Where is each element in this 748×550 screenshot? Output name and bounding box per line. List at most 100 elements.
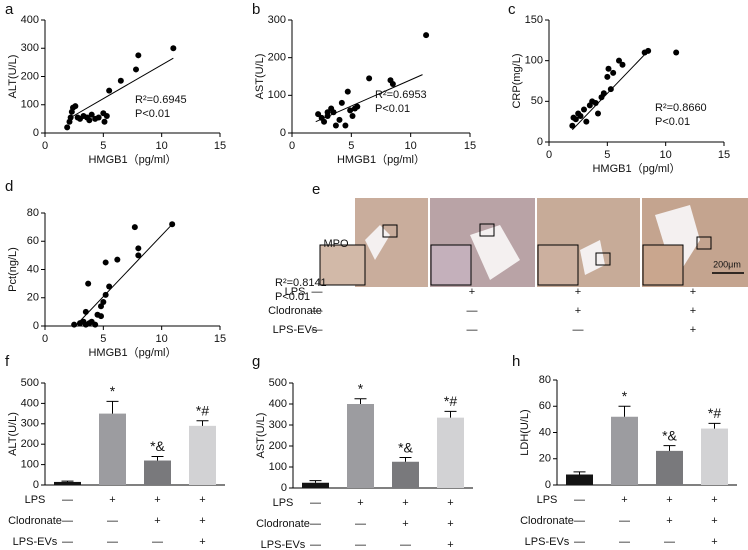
significance: *& <box>150 438 165 454</box>
treatment-mark: — <box>312 305 323 317</box>
y-tick-label: 0 <box>537 136 543 148</box>
treatment-label: LPS-EVs <box>13 536 58 548</box>
treatment-mark: + <box>357 497 363 509</box>
y-tick-label: 20 <box>27 292 39 304</box>
point <box>315 111 322 118</box>
treatment-mark: — <box>312 286 323 298</box>
error-bar <box>309 480 322 483</box>
treatment-mark: — <box>573 324 584 336</box>
treatment-mark: + <box>711 536 717 548</box>
treatment-mark: + <box>154 515 160 527</box>
vessel <box>580 240 605 275</box>
treatment-label: LPS <box>537 494 558 506</box>
y-tick-label: 100 <box>268 89 286 101</box>
treatment-mark: — <box>310 518 321 530</box>
y-tick-label: 100 <box>21 459 39 471</box>
vessel <box>655 205 700 280</box>
y-axis-label: LDH(U/L) <box>519 409 531 455</box>
y-tick-label: 40 <box>539 426 551 438</box>
treatment-mark: + <box>690 324 696 336</box>
treatment-mark: — <box>107 536 118 548</box>
bar <box>392 461 419 488</box>
treatment-mark: — <box>574 515 585 527</box>
treatment-mark: + <box>199 515 205 527</box>
bar <box>99 413 126 485</box>
inset-marker <box>595 252 611 266</box>
y-tick-label: 300 <box>21 418 39 430</box>
point <box>616 57 622 64</box>
treatment-mark: + <box>666 494 672 506</box>
point <box>170 45 177 52</box>
y-axis-label: AST(U/L) <box>254 54 266 100</box>
treatment-mark: + <box>199 494 205 506</box>
treatment-label: LPS <box>25 494 46 506</box>
significance: * <box>622 388 628 404</box>
annotation: R²=0.6945 <box>135 94 187 106</box>
x-tick-label: 0 <box>42 333 48 345</box>
point <box>605 65 612 72</box>
fit-line <box>315 74 423 123</box>
treatment-mark: — <box>310 539 321 550</box>
x-tick-label: 15 <box>718 149 730 161</box>
y-axis-label: ALT(U/L) <box>7 412 19 456</box>
treatment-mark: + <box>690 305 696 317</box>
x-tick-label: 0 <box>546 149 552 161</box>
y-tick-label: 400 <box>269 398 287 410</box>
treatment-label: Clodronate <box>8 515 62 527</box>
point <box>581 106 587 113</box>
treatment-mark: + <box>711 515 717 527</box>
panel-letter: h <box>512 353 520 370</box>
y-tick-label: 0 <box>545 479 551 491</box>
point <box>135 252 142 259</box>
treatment-mark: — <box>574 494 585 506</box>
x-axis-label: HMGB1（pg/ml） <box>88 346 176 359</box>
bar <box>302 482 329 488</box>
point <box>106 87 113 94</box>
error-bar <box>444 410 457 418</box>
treatment-label: LPS-EVs <box>525 536 570 548</box>
point <box>106 283 113 290</box>
point <box>336 116 343 123</box>
x-tick-label: 0 <box>42 140 48 152</box>
y-tick-label: 20 <box>539 453 551 465</box>
fit-line <box>571 50 649 131</box>
point <box>98 313 104 320</box>
y-tick-label: 80 <box>539 374 551 386</box>
point <box>389 81 396 88</box>
point <box>135 245 142 252</box>
treatment-mark: — <box>62 515 73 527</box>
y-axis-label: ALT(U/L) <box>7 55 19 99</box>
bar <box>611 416 638 485</box>
bar <box>656 450 683 485</box>
point <box>595 110 601 117</box>
point <box>95 114 102 121</box>
bar <box>347 404 374 488</box>
annotation: R²=0.8660 <box>655 102 707 114</box>
error-bar <box>573 471 586 475</box>
treatment-mark: — <box>467 305 478 317</box>
point <box>85 280 92 287</box>
error-bar <box>61 480 74 482</box>
panel-letter: d <box>5 178 13 195</box>
point <box>673 49 680 56</box>
treatment-mark: + <box>402 497 408 509</box>
x-tick-label: 15 <box>464 140 476 152</box>
x-tick-label: 15 <box>214 333 226 345</box>
treatment-mark: — <box>467 324 478 336</box>
point <box>604 73 611 80</box>
significance: *# <box>444 393 457 409</box>
y-tick-label: 60 <box>539 400 551 412</box>
treatment-mark: — <box>355 518 366 530</box>
error-bar <box>399 457 412 462</box>
annotation: P<0.01 <box>135 108 170 120</box>
treatment-mark: + <box>575 305 581 317</box>
y-axis-label: AST(U/L) <box>255 413 267 459</box>
vessel <box>365 225 390 260</box>
bar <box>437 417 464 488</box>
y-tick-label: 150 <box>525 14 543 26</box>
point <box>72 103 79 110</box>
x-tick-label: 5 <box>100 333 106 345</box>
inset <box>642 244 684 286</box>
panel-letter: c <box>508 1 516 18</box>
